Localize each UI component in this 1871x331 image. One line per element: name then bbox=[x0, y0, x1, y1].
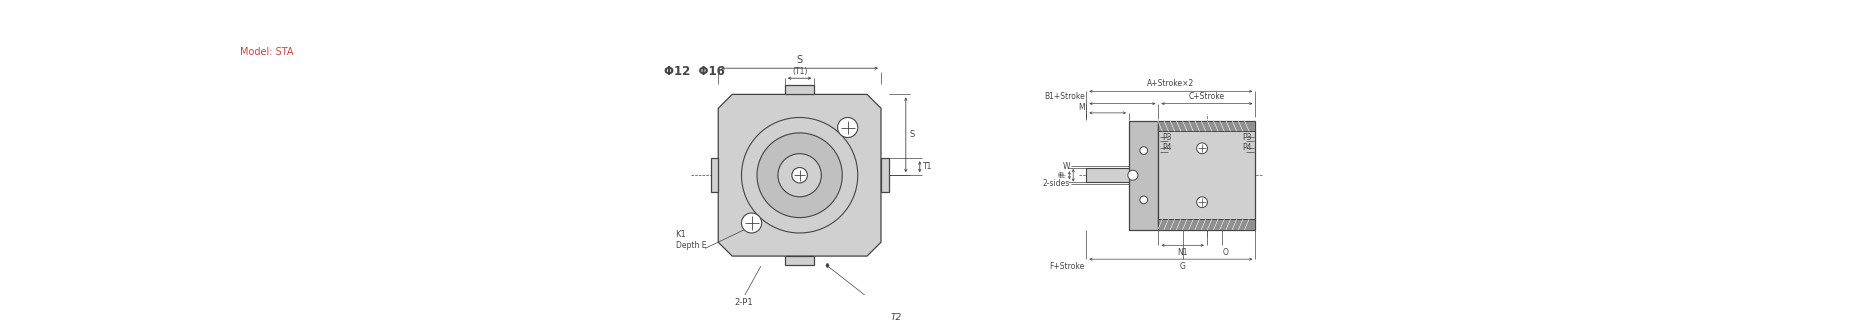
Text: P4: P4 bbox=[1242, 143, 1252, 152]
Bar bbox=[786, 85, 814, 94]
Text: T1: T1 bbox=[922, 162, 932, 171]
Text: C+Stroke: C+Stroke bbox=[1188, 92, 1226, 101]
Circle shape bbox=[778, 154, 821, 197]
Text: P3: P3 bbox=[1162, 133, 1171, 142]
Text: T2: T2 bbox=[891, 313, 902, 322]
Circle shape bbox=[1197, 197, 1207, 208]
Text: A+Stroke×2: A+Stroke×2 bbox=[1147, 79, 1194, 88]
Bar bbox=[1158, 120, 1255, 230]
Circle shape bbox=[741, 213, 761, 233]
Text: G: G bbox=[1181, 262, 1186, 271]
Circle shape bbox=[791, 167, 808, 183]
Text: 2-sides: 2-sides bbox=[1042, 179, 1070, 188]
Text: ΦL: ΦL bbox=[1057, 173, 1066, 178]
Circle shape bbox=[838, 118, 857, 137]
Circle shape bbox=[758, 133, 842, 217]
Text: O: O bbox=[1222, 248, 1227, 257]
Text: Depth E: Depth E bbox=[675, 241, 705, 250]
Bar bbox=[711, 158, 718, 192]
Text: Model: STA: Model: STA bbox=[239, 47, 294, 57]
Text: ΦL: ΦL bbox=[1057, 172, 1066, 177]
Text: 2-P1: 2-P1 bbox=[735, 298, 754, 307]
Polygon shape bbox=[718, 94, 881, 256]
Text: W: W bbox=[1063, 163, 1070, 171]
Text: M: M bbox=[1078, 103, 1085, 112]
Bar bbox=[1087, 168, 1128, 182]
Circle shape bbox=[1128, 170, 1138, 180]
Bar bbox=[1158, 219, 1255, 230]
Text: (T1): (T1) bbox=[791, 67, 806, 76]
Bar bbox=[786, 256, 814, 265]
Circle shape bbox=[1139, 196, 1147, 204]
Text: K1: K1 bbox=[675, 230, 687, 239]
Text: S: S bbox=[909, 130, 915, 139]
Text: S: S bbox=[797, 55, 803, 65]
Text: N1: N1 bbox=[1177, 248, 1188, 257]
Circle shape bbox=[1139, 147, 1147, 155]
Circle shape bbox=[741, 118, 857, 233]
Text: F+Stroke: F+Stroke bbox=[1050, 262, 1085, 271]
Text: B1+Stroke: B1+Stroke bbox=[1044, 92, 1085, 101]
Circle shape bbox=[1197, 143, 1207, 154]
Bar bbox=[1128, 120, 1158, 230]
Bar bbox=[1158, 120, 1255, 131]
Text: P4: P4 bbox=[1162, 143, 1171, 152]
Text: Φ12  Φ16: Φ12 Φ16 bbox=[664, 65, 724, 78]
Text: P3: P3 bbox=[1242, 133, 1252, 142]
Bar bbox=[881, 158, 889, 192]
